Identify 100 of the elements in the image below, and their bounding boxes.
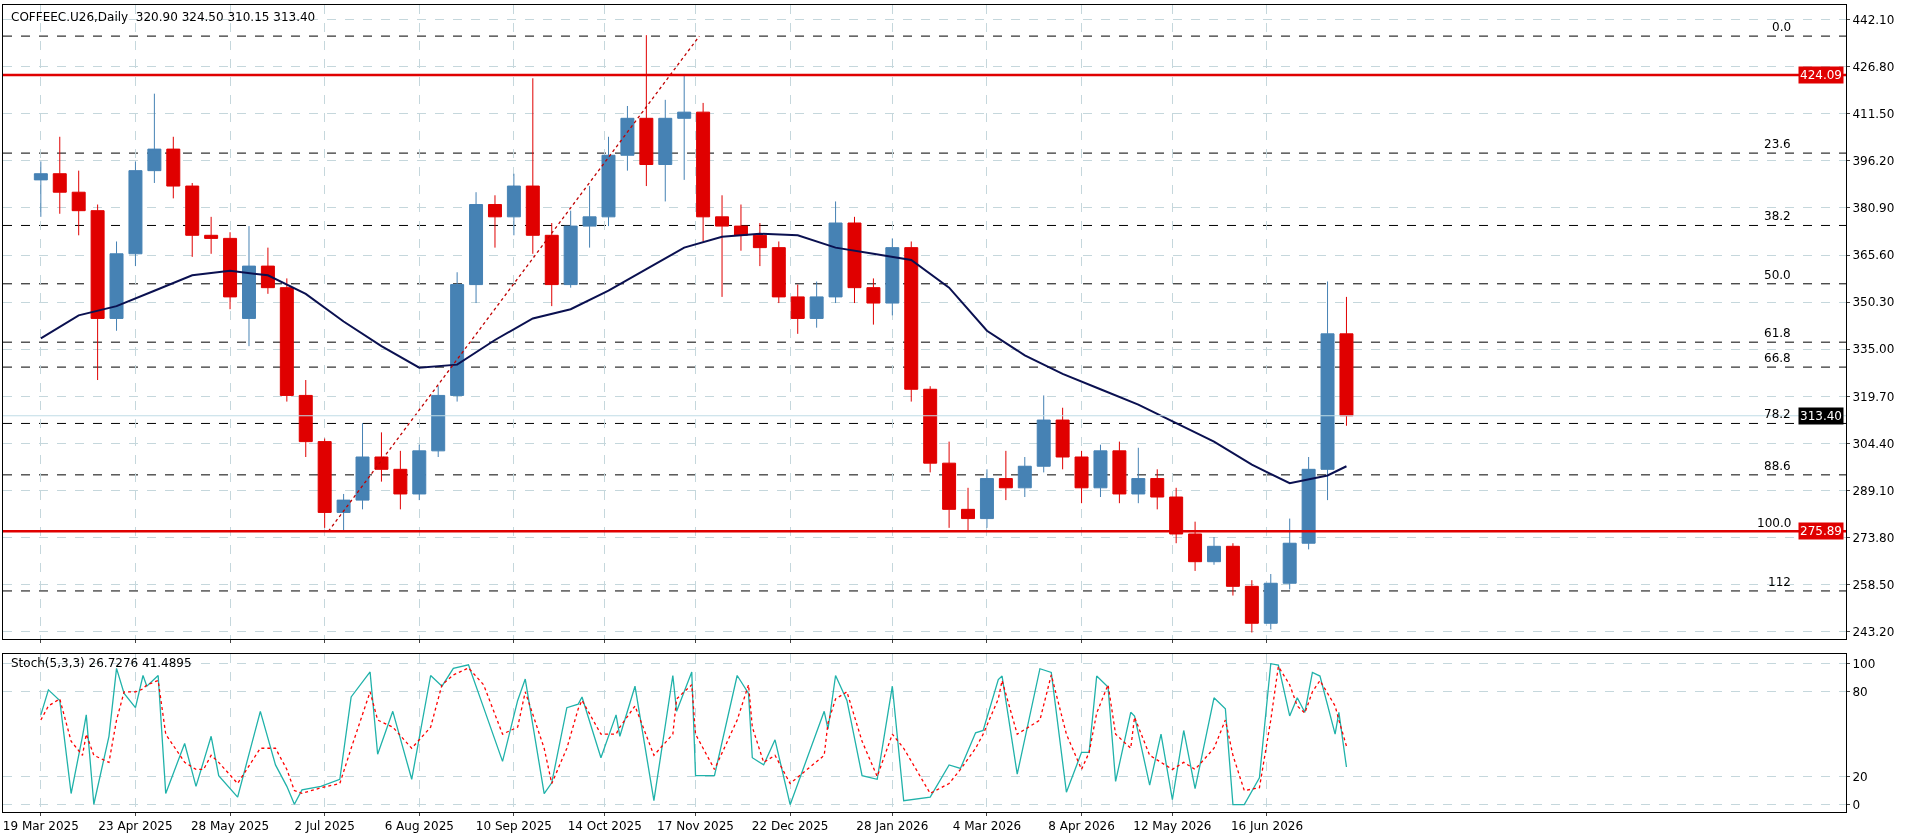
x-tick-label: 17 Nov 2025 [657, 819, 734, 834]
candlestick [1074, 450, 1089, 504]
x-tick-label: 19 Mar 2025 [2, 819, 79, 834]
x-tick-label: 12 May 2026 [1133, 819, 1212, 834]
candlestick [506, 173, 521, 236]
annotation: 50.0 [1764, 268, 1791, 282]
candlestick [904, 240, 919, 403]
candlestick [715, 194, 730, 298]
candlestick [601, 136, 616, 227]
candlestick [1320, 281, 1335, 501]
candlestick [185, 182, 200, 258]
candlestick [1055, 407, 1070, 470]
candlestick [828, 200, 843, 304]
candlestick [998, 450, 1013, 501]
candlestick [336, 493, 351, 532]
y-tick-label: 20 [1852, 769, 1868, 784]
candlestick [355, 422, 370, 510]
y-tick-label: 80 [1852, 685, 1868, 700]
y-tick-label: 380.90 [1852, 201, 1895, 216]
candlestick [752, 222, 767, 267]
x-tick-label: 2 Jul 2025 [294, 819, 355, 834]
candlestick [1244, 579, 1259, 634]
y-tick-label: 426.80 [1852, 59, 1895, 74]
annotation: 112 [1768, 575, 1791, 589]
x-tick-label: 22 Dec 2025 [751, 819, 829, 834]
candlestick [260, 247, 275, 295]
candlestick [1017, 456, 1032, 498]
x-tick-label: 8 Apr 2026 [1048, 819, 1115, 834]
y-tick-label: 411.50 [1852, 106, 1895, 121]
candlestick [128, 160, 143, 267]
candlestick [923, 385, 938, 473]
candlestick [279, 277, 294, 403]
y-tick-label: 243.20 [1852, 625, 1895, 640]
candlestick [658, 99, 673, 202]
y-tick-label: 396.20 [1852, 154, 1895, 168]
y-tick-label: 273.80 [1852, 530, 1895, 545]
candlestick [298, 379, 313, 458]
annotation: 88.6 [1764, 459, 1791, 473]
candlestick [677, 74, 692, 181]
candlestick [544, 222, 559, 307]
candlestick [563, 210, 578, 289]
x-tick-label: 6 Aug 2025 [384, 819, 454, 834]
candlestick [582, 185, 597, 249]
candlestick [1131, 447, 1146, 504]
candlestick [809, 281, 824, 329]
annotation: 66.8 [1764, 351, 1791, 365]
candlestick [733, 204, 748, 252]
x-tick-label: 23 Apr 2025 [98, 819, 173, 834]
candlestick [90, 204, 105, 381]
candlestick [317, 438, 332, 529]
ref-line-label: 313.40 [1800, 409, 1842, 423]
x-tick-label: 28 Jan 2026 [856, 819, 929, 834]
candlestick [979, 468, 994, 529]
x-tick-label: 4 Mar 2026 [952, 819, 1022, 834]
candlestick [1093, 444, 1108, 498]
y-tick-label: 319.70 [1852, 389, 1895, 404]
y-tick-label: 442.10 [1852, 12, 1895, 27]
candlestick [469, 191, 484, 304]
candlestick [52, 136, 67, 215]
candlestick [1207, 536, 1221, 566]
candlestick [109, 240, 124, 332]
candlestick [525, 77, 540, 255]
y-tick-label: 335.00 [1852, 342, 1895, 357]
candlestick [885, 237, 900, 316]
candlestick [866, 277, 881, 326]
line-series [39, 232, 1348, 485]
candlestick [393, 450, 408, 510]
text: COFFEEC.U26,Daily 320.90 324.50 310.15 313.40 [11, 10, 316, 24]
candlestick [487, 194, 502, 249]
annotation: 61.8 [1764, 326, 1791, 340]
y-tick-label: 258.50 [1852, 577, 1895, 592]
candlestick [1263, 573, 1278, 630]
x-tick-label: 28 May 2025 [190, 819, 270, 834]
annotation: 38.2 [1764, 209, 1791, 223]
y-tick-label: 350.30 [1852, 295, 1895, 310]
annotation: 100.0 [1757, 516, 1792, 530]
candlestick [790, 284, 805, 335]
candlestick [1150, 468, 1165, 510]
y-tick-label: 0 [1852, 797, 1861, 812]
x-tick-label: 16 Jun 2026 [1230, 819, 1304, 834]
candlestick [696, 102, 711, 242]
candlestick [223, 231, 238, 310]
candlestick [166, 136, 181, 199]
x-tick-label: 10 Sep 2025 [475, 819, 552, 834]
y-tick-label: 100 [1852, 656, 1876, 671]
chart-title: Stoch(5,3,3) 26.7276 41.4895 [11, 656, 192, 670]
annotation: 0.0 [1772, 20, 1792, 34]
candlestick [147, 93, 162, 184]
annotation: 23.6 [1764, 137, 1791, 151]
ref-line-label: 424.09 [1800, 68, 1842, 82]
candlestick [412, 444, 427, 501]
candlestick [771, 240, 786, 304]
y-tick-label: 289.10 [1852, 483, 1895, 498]
candlestick [242, 225, 256, 347]
candlestick [620, 105, 635, 172]
candlestick [1036, 394, 1051, 473]
candlestick [847, 216, 862, 304]
annotation: 78.2 [1764, 407, 1791, 421]
candlestick [450, 271, 465, 403]
candlestick [374, 431, 389, 483]
